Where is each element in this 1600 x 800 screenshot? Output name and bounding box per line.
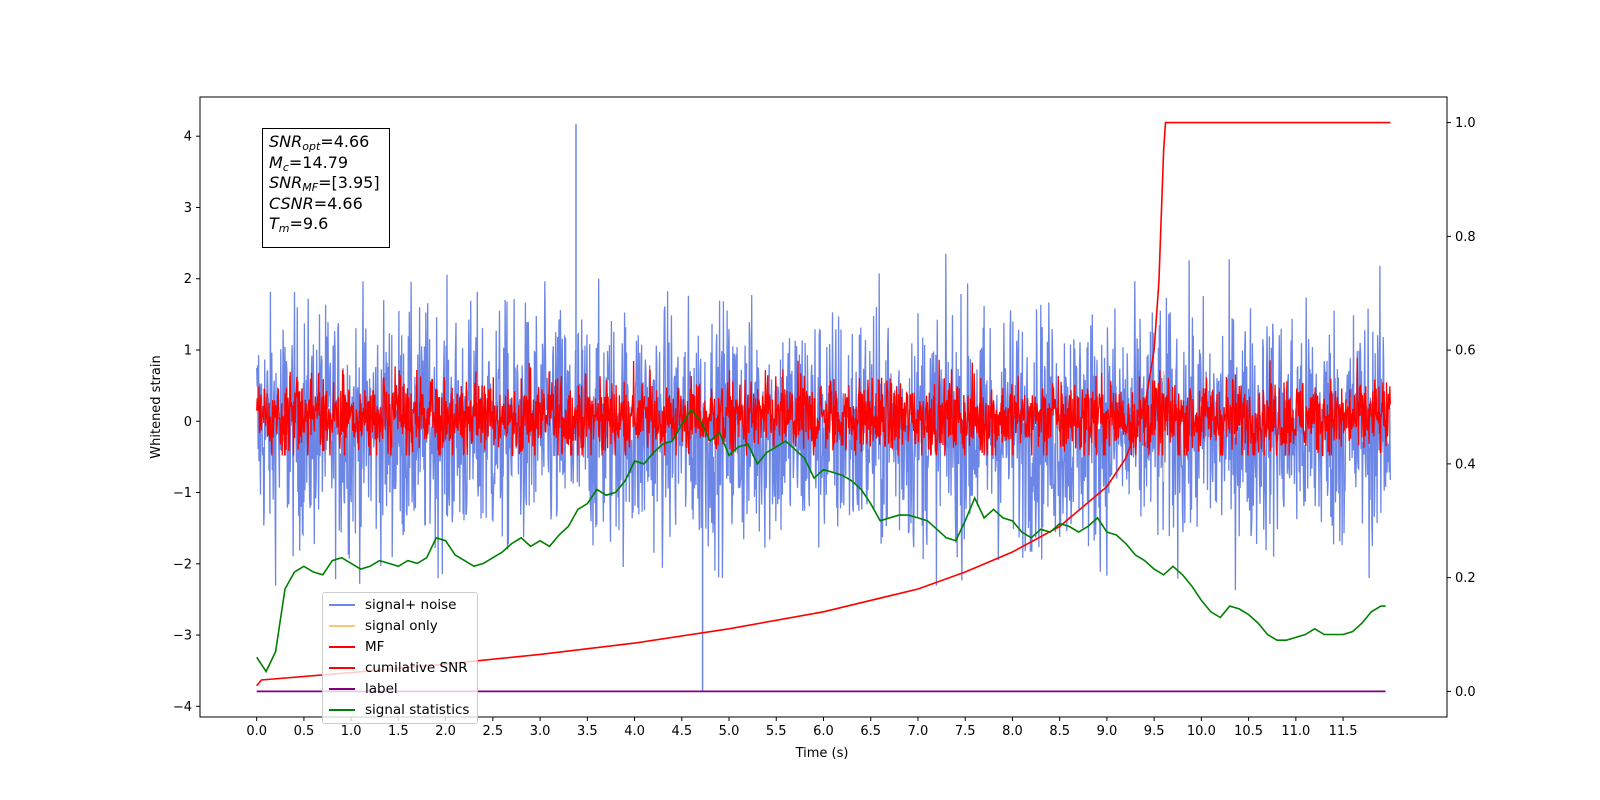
y-tick-label: −1 (173, 486, 192, 501)
y-tick-label: 2 (184, 272, 192, 287)
x-tick-label: 10.0 (1187, 724, 1216, 739)
x-axis-label: Time (s) (795, 746, 849, 761)
legend-swatch (329, 604, 355, 606)
legend-swatch (329, 688, 355, 690)
tm-row: Tm=9.6 (269, 214, 329, 235)
x-tick-label: 7.5 (955, 724, 976, 739)
stats-annotation-box: SNRopt=4.66 Mc=14.79 SNRMF=[3.95] CSNR=4… (262, 128, 390, 248)
snr-opt-row: SNRopt=4.66 (269, 132, 370, 153)
x-tick-label: 4.5 (671, 724, 692, 739)
legend-item-signal-statistics: signal statistics (329, 700, 469, 720)
y-tick-label: 0 (184, 415, 192, 430)
x-tick-label: 5.5 (766, 724, 787, 739)
x-tick-label: 6.5 (860, 724, 881, 739)
x-tick-label: 4.0 (624, 724, 645, 739)
y2-tick-label: 0.2 (1455, 571, 1476, 586)
x-tick-label: 3.5 (577, 724, 598, 739)
y-axis-right: 1.0 0.8 0.6 0.4 0.2 0.0 (1447, 116, 1476, 700)
y-tick-label: −3 (173, 629, 192, 644)
y2-tick-label: 0.8 (1455, 230, 1476, 245)
x-axis: 0.0 0.5 1.0 1.5 2.0 2.5 3.0 3.5 4.0 4.5 5.0 5.5 6.0 6… (246, 717, 1358, 739)
x-tick-label: 1.5 (388, 724, 409, 739)
y2-tick-label: 0.4 (1455, 457, 1476, 472)
legend-item-mf: MF (329, 637, 384, 657)
x-tick-label: 8.0 (1002, 724, 1023, 739)
x-tick-label: 1.0 (341, 724, 362, 739)
y-tick-label: −2 (173, 557, 192, 572)
y-axis-left: 4 3 2 1 0 −1 −2 −3 −4 (173, 130, 200, 715)
x-tick-label: 10.5 (1234, 724, 1263, 739)
y-tick-label: 3 (184, 201, 192, 216)
legend-item-label: label (329, 679, 398, 699)
mc-row: Mc=14.79 (269, 152, 349, 174)
y-tick-label: 1 (184, 343, 192, 358)
x-tick-label: 8.5 (1049, 724, 1070, 739)
x-tick-label: 7.0 (908, 724, 929, 739)
snr-mf-row: SNRMF=[3.95] (269, 173, 380, 194)
legend-item-signal-noise: signal+ noise (329, 595, 456, 615)
mf-line (256, 357, 1391, 457)
x-tick-label: 11.0 (1281, 724, 1310, 739)
y-tick-label: −4 (173, 700, 192, 715)
x-tick-label: 5.0 (719, 724, 740, 739)
legend-swatch (329, 709, 355, 711)
y2-tick-label: 0.0 (1455, 685, 1476, 700)
y2-tick-label: 0.6 (1455, 344, 1476, 359)
x-tick-label: 2.5 (483, 724, 504, 739)
x-tick-label: 3.0 (530, 724, 551, 739)
legend-item-signal-only: signal only (329, 616, 438, 636)
legend: signal+ noise signal only MF cumilative … (322, 592, 478, 724)
x-tick-label: 6.0 (813, 724, 834, 739)
legend-swatch (329, 646, 355, 648)
x-tick-label: 2.0 (435, 724, 456, 739)
csnr-row: CSNR=4.66 (269, 193, 363, 213)
legend-swatch (329, 667, 355, 669)
x-tick-label: 11.5 (1329, 724, 1358, 739)
legend-swatch (329, 625, 355, 627)
x-tick-label: 0.0 (246, 724, 267, 739)
signal-statistics-line (256, 408, 1386, 674)
y-axis-label: Whitened strain (149, 355, 164, 458)
x-tick-label: 9.0 (1097, 724, 1118, 739)
x-tick-label: 9.5 (1144, 724, 1165, 739)
legend-item-cumulative-snr: cumilative SNR (329, 658, 468, 678)
signal-noise-line (256, 253, 1391, 591)
x-tick-label: 0.5 (294, 724, 315, 739)
y2-tick-label: 1.0 (1455, 116, 1476, 131)
y-tick-label: 4 (184, 130, 192, 145)
